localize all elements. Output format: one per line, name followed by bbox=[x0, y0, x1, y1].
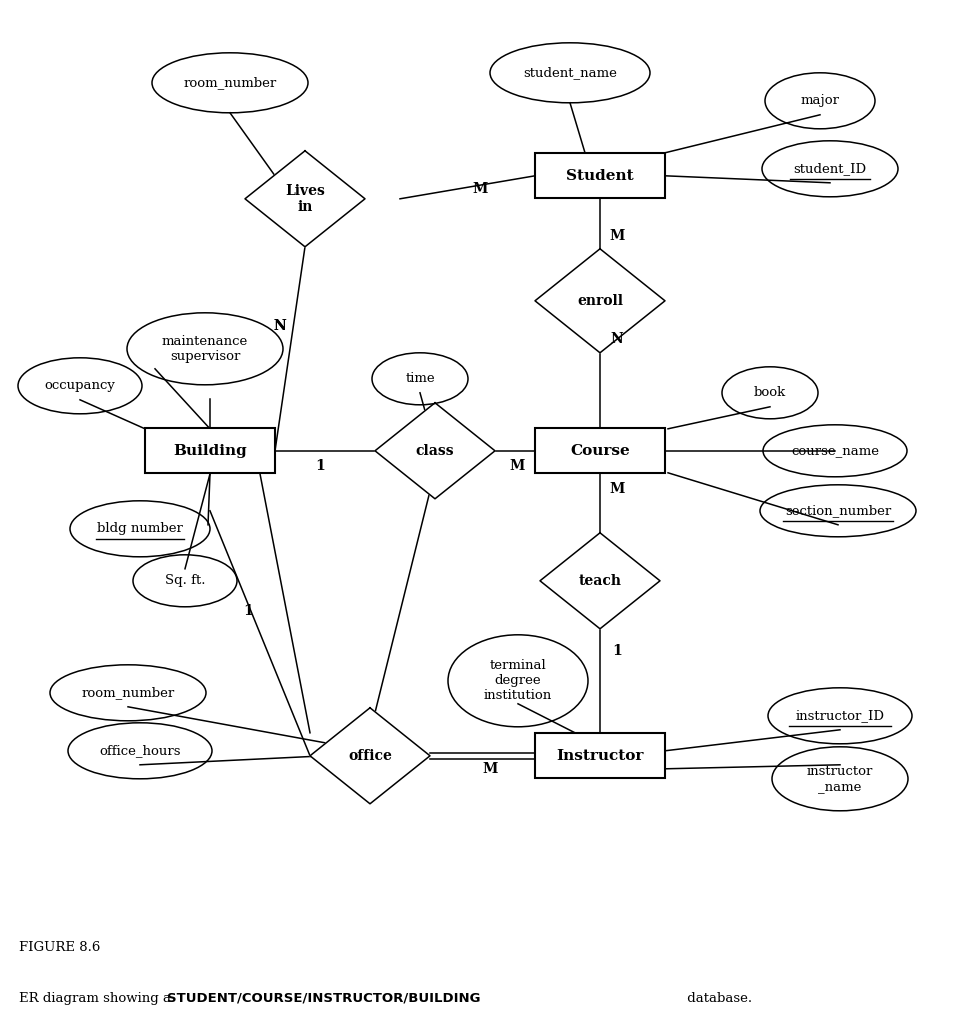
Text: time: time bbox=[405, 373, 434, 385]
Text: room_number: room_number bbox=[183, 77, 277, 89]
Text: student_name: student_name bbox=[523, 67, 617, 79]
Text: ER diagram showing a: ER diagram showing a bbox=[19, 992, 175, 1005]
Text: section_number: section_number bbox=[785, 504, 891, 517]
Bar bbox=[535, 154, 665, 199]
Polygon shape bbox=[375, 402, 495, 499]
Text: N: N bbox=[274, 318, 286, 333]
Text: database.: database. bbox=[683, 992, 752, 1005]
Text: Lives
in: Lives in bbox=[285, 183, 325, 214]
Text: STUDENT/COURSE/INSTRUCTOR/BUILDING: STUDENT/COURSE/INSTRUCTOR/BUILDING bbox=[168, 992, 481, 1005]
Text: instructor_ID: instructor_ID bbox=[796, 710, 884, 722]
Text: M: M bbox=[482, 762, 498, 776]
Polygon shape bbox=[310, 708, 430, 804]
Bar bbox=[145, 428, 275, 473]
Text: maintenance
supervisor: maintenance supervisor bbox=[162, 335, 248, 362]
Text: N: N bbox=[611, 332, 623, 346]
Text: Instructor: Instructor bbox=[556, 749, 644, 763]
Text: Course: Course bbox=[570, 443, 630, 458]
Text: Building: Building bbox=[173, 443, 246, 458]
Text: office_hours: office_hours bbox=[99, 744, 181, 758]
Text: class: class bbox=[416, 443, 454, 458]
Text: enroll: enroll bbox=[577, 294, 623, 308]
Text: terminal
degree
institution: terminal degree institution bbox=[484, 659, 552, 702]
Polygon shape bbox=[540, 532, 660, 629]
Polygon shape bbox=[245, 151, 365, 247]
Text: 1: 1 bbox=[316, 459, 325, 473]
Text: N: N bbox=[274, 318, 286, 333]
Text: student_ID: student_ID bbox=[794, 162, 867, 175]
Bar bbox=[535, 733, 665, 778]
Text: M: M bbox=[509, 459, 525, 473]
Text: major: major bbox=[801, 94, 840, 108]
Text: instructor
_name: instructor _name bbox=[806, 765, 873, 793]
Text: room_number: room_number bbox=[82, 686, 174, 699]
Text: course_name: course_name bbox=[791, 444, 879, 458]
Polygon shape bbox=[535, 249, 665, 353]
Text: Sq. ft.: Sq. ft. bbox=[165, 574, 206, 588]
Text: office: office bbox=[348, 749, 392, 763]
Text: M: M bbox=[610, 228, 624, 243]
Bar bbox=[535, 428, 665, 473]
Text: 1: 1 bbox=[612, 644, 621, 657]
Text: bldg number: bldg number bbox=[97, 522, 183, 536]
Text: book: book bbox=[754, 386, 786, 399]
Text: teach: teach bbox=[579, 573, 621, 588]
Text: 1: 1 bbox=[244, 604, 253, 617]
Text: M: M bbox=[472, 182, 488, 196]
Text: FIGURE 8.6: FIGURE 8.6 bbox=[19, 941, 101, 953]
Text: Student: Student bbox=[566, 169, 634, 183]
Text: M: M bbox=[610, 482, 624, 496]
Text: occupancy: occupancy bbox=[45, 379, 116, 392]
